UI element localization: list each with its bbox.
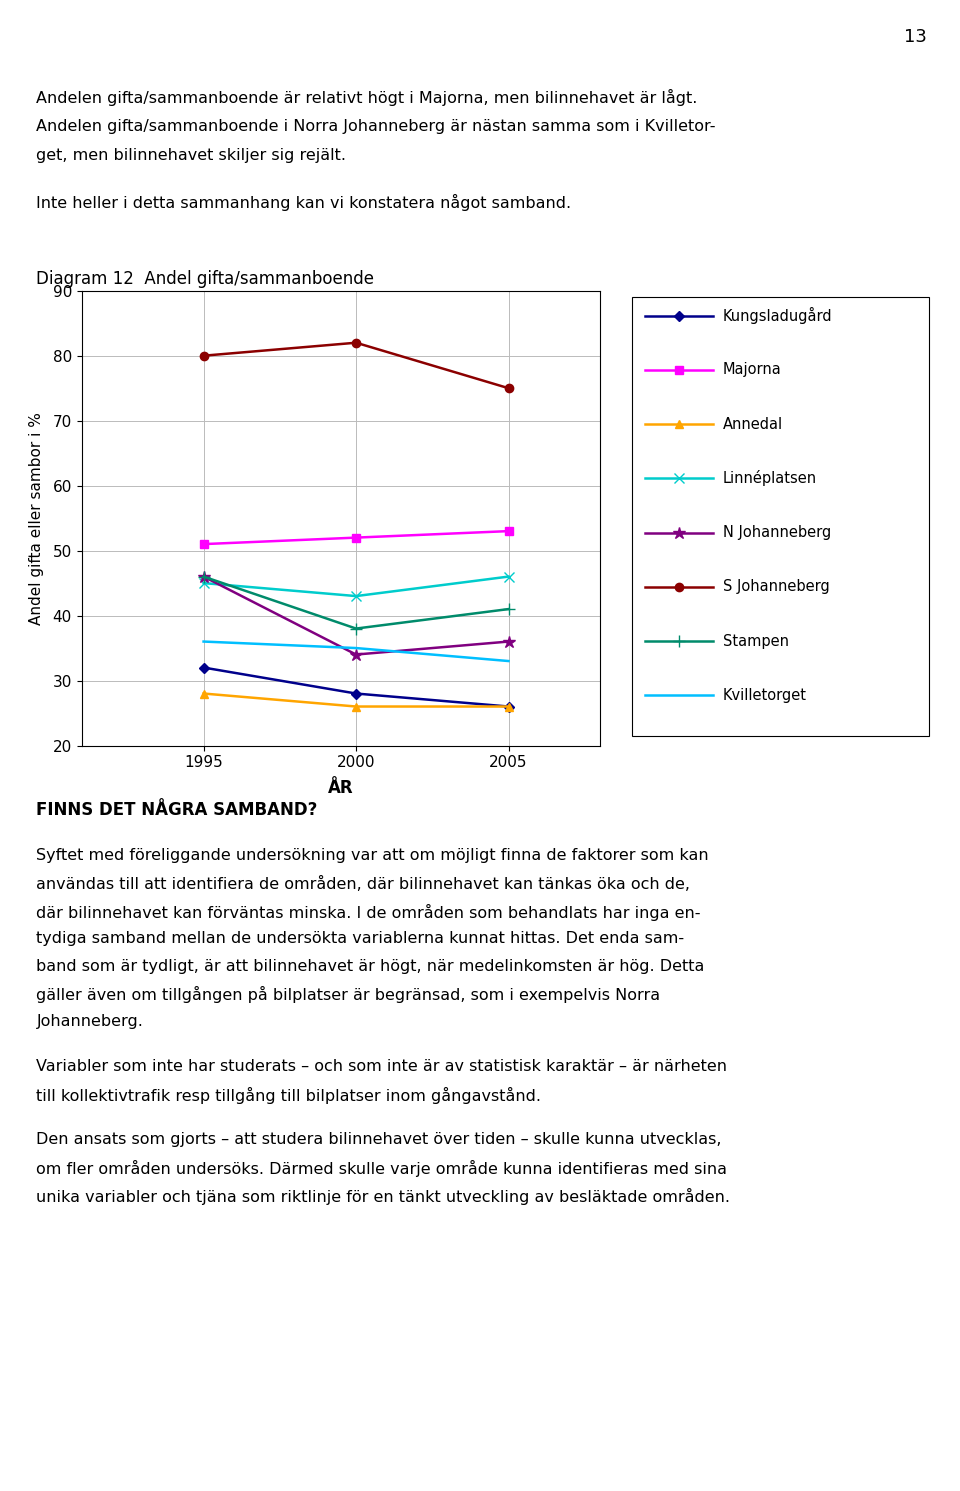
Stampen	[503, 599, 515, 617]
Stampen	[350, 620, 362, 638]
Line: Kvilletorget: Kvilletorget	[204, 641, 509, 661]
FancyBboxPatch shape	[633, 297, 928, 737]
Text: gäller även om tillgången på bilplatser är begränsad, som i exempelvis Norra: gäller även om tillgången på bilplatser …	[36, 987, 660, 1003]
Kvilletorget	[198, 632, 209, 650]
Line: Kungsladugård: Kungsladugård	[200, 663, 512, 710]
Kungsladugård	[503, 698, 515, 716]
Y-axis label: Andel gifta eller sambor i %: Andel gifta eller sambor i %	[29, 412, 44, 625]
Text: Kvilletorget: Kvilletorget	[723, 687, 806, 702]
N Johanneberg	[350, 646, 362, 663]
Annedal	[350, 698, 362, 716]
Text: Variabler som inte har studerats – och som inte är av statistisk karaktär – är n: Variabler som inte har studerats – och s…	[36, 1060, 728, 1075]
Text: om fler områden undersöks. Därmed skulle varje område kunna identifieras med sin: om fler områden undersöks. Därmed skulle…	[36, 1160, 728, 1176]
Text: Kungsladugård: Kungsladugård	[723, 307, 832, 324]
N Johanneberg	[503, 632, 515, 650]
Line: Stampen: Stampen	[198, 571, 514, 634]
Text: Stampen: Stampen	[723, 634, 789, 649]
X-axis label: ÅR: ÅR	[328, 778, 353, 796]
Text: Diagram 12  Andel gifta/sammanboende: Diagram 12 Andel gifta/sammanboende	[36, 270, 374, 288]
N Johanneberg	[198, 568, 209, 586]
Text: Syftet med föreliggande undersökning var att om möjligt finna de faktorer som ka: Syftet med föreliggande undersökning var…	[36, 848, 709, 863]
Text: band som är tydligt, är att bilinnehavet är högt, när medelinkomsten är hög. Det: band som är tydligt, är att bilinnehavet…	[36, 959, 705, 974]
S Johanneberg	[503, 379, 515, 397]
S Johanneberg	[350, 334, 362, 352]
Text: unika variabler och tjäna som riktlinje för en tänkt utveckling av besläktade om: unika variabler och tjäna som riktlinje …	[36, 1188, 731, 1205]
Text: FINNS DET NÅGRA SAMBAND?: FINNS DET NÅGRA SAMBAND?	[36, 801, 318, 819]
Stampen	[198, 568, 209, 586]
Text: Andelen gifta/sammanboende är relativt högt i Majorna, men bilinnehavet är lågt.: Andelen gifta/sammanboende är relativt h…	[36, 89, 698, 106]
Kvilletorget	[503, 652, 515, 669]
Text: Linnéplatsen: Linnéplatsen	[723, 470, 817, 486]
Text: tydiga samband mellan de undersökta variablerna kunnat hittas. Det enda sam-: tydiga samband mellan de undersökta vari…	[36, 930, 684, 947]
Text: Den ansats som gjorts – att studera bilinnehavet över tiden – skulle kunna utvec: Den ansats som gjorts – att studera bili…	[36, 1133, 722, 1148]
Text: get, men bilinnehavet skiljer sig rejält.: get, men bilinnehavet skiljer sig rejält…	[36, 148, 347, 163]
Text: användas till att identifiera de områden, där bilinnehavet kan tänkas öka och de: användas till att identifiera de områden…	[36, 877, 690, 892]
Linnéplatsen	[350, 587, 362, 605]
Annedal	[503, 698, 515, 716]
Line: Annedal: Annedal	[200, 689, 513, 711]
Kvilletorget	[350, 640, 362, 658]
Line: S Johanneberg: S Johanneberg	[200, 338, 513, 392]
S Johanneberg	[198, 347, 209, 365]
Majorna	[198, 535, 209, 553]
Text: Inte heller i detta sammanhang kan vi konstatera något samband.: Inte heller i detta sammanhang kan vi ko…	[36, 194, 571, 212]
Kungsladugård	[350, 684, 362, 702]
Majorna	[350, 529, 362, 547]
Majorna	[503, 522, 515, 540]
Text: 13: 13	[903, 28, 926, 46]
Annedal	[198, 684, 209, 702]
Text: där bilinnehavet kan förväntas minska. I de områden som behandlats har inga en-: där bilinnehavet kan förväntas minska. I…	[36, 904, 701, 920]
Text: S Johanneberg: S Johanneberg	[723, 580, 829, 595]
Text: till kollektivtrafik resp tillgång till bilplatser inom gångavstånd.: till kollektivtrafik resp tillgång till …	[36, 1087, 541, 1103]
Text: Andelen gifta/sammanboende i Norra Johanneberg är nästan samma som i Kvilletor-: Andelen gifta/sammanboende i Norra Johan…	[36, 119, 716, 134]
Line: N Johanneberg: N Johanneberg	[198, 571, 515, 661]
Text: Majorna: Majorna	[723, 362, 781, 377]
Linnéplatsen	[503, 568, 515, 586]
Text: Johanneberg.: Johanneberg.	[36, 1014, 143, 1029]
Text: Annedal: Annedal	[723, 416, 782, 431]
Text: N Johanneberg: N Johanneberg	[723, 525, 831, 540]
Line: Linnéplatsen: Linnéplatsen	[199, 571, 514, 601]
Line: Majorna: Majorna	[200, 526, 513, 549]
Linnéplatsen	[198, 574, 209, 592]
Kungsladugård	[198, 659, 209, 677]
